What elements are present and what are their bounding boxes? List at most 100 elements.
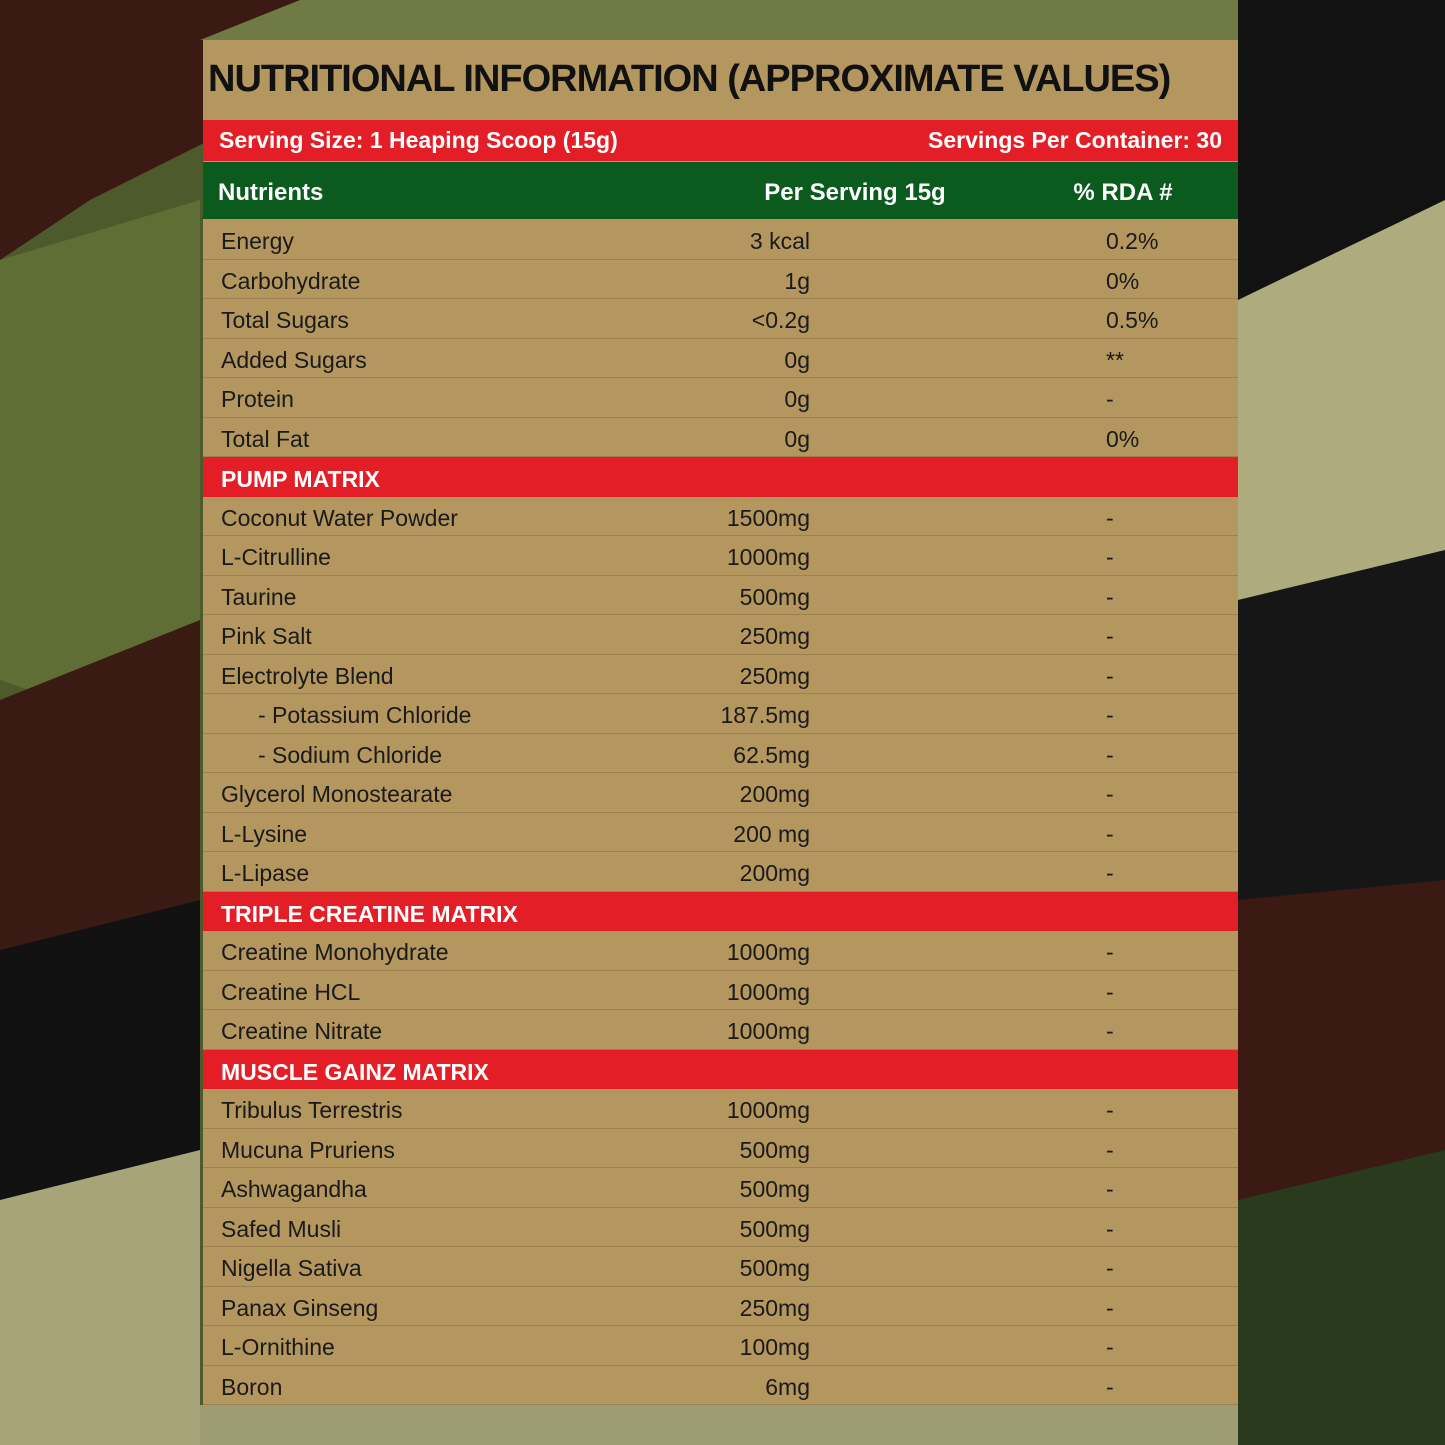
rda: - — [1106, 1097, 1114, 1123]
rda: - — [1106, 1018, 1114, 1044]
table-row: Tribulus Terrestris 1000mg - — [203, 1089, 1238, 1129]
rda: - — [1106, 741, 1114, 768]
nutrient-name: Glycerol Monostearate — [221, 781, 453, 807]
amount: 0g — [784, 386, 810, 412]
section-bar: TRIPLE CREATINE MATRIX — [203, 891, 1238, 931]
rda: - — [1106, 1136, 1114, 1163]
table-row: Pink Salt 250mg - — [203, 615, 1238, 655]
nutrient-name: Mucuna Pruriens — [221, 1136, 395, 1163]
title: NUTRITIONAL INFORMATION (APPROXIMATE VAL… — [208, 58, 1171, 100]
amount: <0.2g — [751, 307, 810, 333]
amount: 200 mg — [733, 820, 810, 847]
rda: - — [1106, 1294, 1114, 1321]
table-row: Glycerol Monostearate 200mg - — [203, 773, 1238, 813]
amount: 500mg — [739, 1136, 810, 1163]
section-bar: PUMP MATRIX — [203, 457, 1238, 497]
amount: 6mg — [765, 1373, 810, 1400]
amount: 1000mg — [726, 1097, 810, 1123]
amount: 250mg — [739, 1294, 810, 1321]
header-cell: Per Serving 15g — [764, 179, 946, 206]
rda: - — [1106, 860, 1114, 886]
nutrient-name: Added Sugars — [221, 346, 367, 373]
table-row: Boron 6mg - — [203, 1366, 1238, 1405]
table-row: - Sodium Chloride 62.5mg - — [203, 734, 1238, 773]
serving-size: Serving Size: 1 Heaping Scoop (15g) — [219, 127, 618, 153]
rda: - — [1106, 1373, 1114, 1400]
nutrient-name: Electrolyte Blend — [221, 662, 394, 689]
nutrient-name: Creatine HCL — [221, 978, 361, 1005]
table-row: Taurine 500mg - — [203, 576, 1238, 615]
amount: 250mg — [739, 662, 810, 689]
amount: 187.5mg — [720, 702, 810, 728]
nutrient-name: - Potassium Chloride — [258, 702, 472, 728]
rda: ** — [1106, 346, 1124, 373]
rda: - — [1106, 1255, 1114, 1281]
header-cell: % RDA # — [1073, 179, 1173, 206]
nutrient-name: L-Lysine — [221, 820, 308, 847]
table-row: Total Fat 0g 0% — [203, 418, 1238, 457]
table-row: Total Sugars <0.2g 0.5% — [203, 299, 1238, 339]
table-row: Energy 3 kcal 0.2% — [203, 220, 1238, 260]
table-row: Protein 0g - — [203, 378, 1238, 418]
table-row: Coconut Water Powder 1500mg - — [203, 497, 1238, 536]
table-row: L-Ornithine 100mg - — [203, 1326, 1238, 1366]
rda: - — [1106, 623, 1114, 649]
nutrient-name: Creatine Nitrate — [221, 1018, 383, 1044]
table-body: Energy 3 kcal 0.2% Carbohydrate 1g 0% Total Su… — [203, 220, 1238, 1405]
nutrient-name: L-Citrulline — [221, 544, 331, 570]
table-row: L-Lipase 200mg - — [203, 852, 1238, 892]
table-row: - Potassium Chloride 187.5mg - — [203, 694, 1238, 734]
nutrient-name: Safed Musli — [221, 1215, 342, 1242]
amount: 0g — [784, 425, 810, 452]
rda: - — [1106, 504, 1114, 531]
table-row: Creatine Nitrate 1000mg - — [203, 1010, 1238, 1050]
section-title: PUMP MATRIX — [221, 466, 380, 492]
rda: - — [1106, 1176, 1114, 1202]
table-row: Nigella Sativa 500mg - — [203, 1247, 1238, 1287]
rda: 0% — [1106, 267, 1140, 294]
amount: 100mg — [739, 1334, 810, 1360]
amount: 200mg — [739, 860, 810, 886]
amount: 500mg — [739, 583, 810, 610]
nutrient-name: Boron — [221, 1373, 283, 1400]
table-row: Creatine HCL 1000mg - — [203, 971, 1238, 1010]
nutrient-name: Creatine Monohydrate — [221, 939, 449, 965]
rda: - — [1106, 386, 1114, 412]
rda: - — [1106, 702, 1114, 728]
rda: - — [1106, 583, 1114, 610]
nutrient-name: Nigella Sativa — [221, 1255, 362, 1281]
nutrient-name: - Sodium Chloride — [258, 741, 443, 768]
amount: 1000mg — [726, 939, 810, 965]
nutrient-name: L-Lipase — [221, 860, 310, 886]
rda: - — [1106, 1215, 1114, 1242]
rda: 0.2% — [1106, 228, 1159, 254]
table-row: Mucuna Pruriens 500mg - — [203, 1129, 1238, 1168]
nutrient-name: L-Ornithine — [221, 1334, 335, 1360]
amount: 1g — [784, 267, 810, 294]
table-row: Electrolyte Blend 250mg - — [203, 655, 1238, 694]
amount: 1000mg — [726, 978, 810, 1005]
rda: 0% — [1106, 425, 1140, 452]
rda: - — [1106, 978, 1114, 1005]
amount: 62.5mg — [733, 741, 810, 768]
amount: 250mg — [739, 623, 810, 649]
table-header: Nutrients Per Serving 15g % RDA # — [203, 162, 1238, 219]
amount: 3 kcal — [749, 228, 810, 254]
amount: 500mg — [739, 1215, 810, 1242]
nutrient-name: Ashwagandha — [221, 1176, 367, 1202]
nutrient-name: Total Fat — [221, 425, 310, 452]
section-title: TRIPLE CREATINE MATRIX — [221, 900, 518, 927]
nutrient-name: Coconut Water Powder — [221, 504, 458, 531]
amount: 1000mg — [726, 1018, 810, 1044]
amount: 200mg — [739, 781, 810, 807]
nutrient-name: Tribulus Terrestris — [221, 1097, 403, 1123]
table-row: Carbohydrate 1g 0% — [203, 260, 1238, 299]
table-row: Ashwagandha 500mg - — [203, 1168, 1238, 1208]
rda: - — [1106, 662, 1114, 689]
nutrient-name: Total Sugars — [221, 307, 349, 333]
rda: - — [1106, 544, 1114, 570]
rda: 0.5% — [1106, 307, 1159, 333]
rda: - — [1106, 939, 1114, 965]
servings-per-container: Servings Per Container: 30 — [928, 127, 1222, 153]
